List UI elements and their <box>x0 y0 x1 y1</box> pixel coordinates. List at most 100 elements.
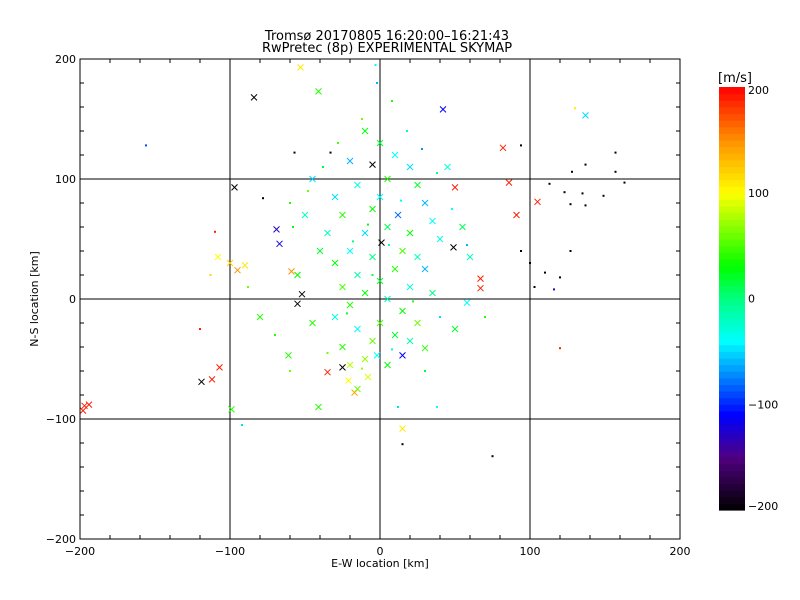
x-tick-label: 0 <box>377 545 384 558</box>
data-point-cross <box>216 364 223 371</box>
data-point-cross <box>361 229 369 237</box>
cross-stroke <box>241 262 249 269</box>
data-point-cross <box>399 307 406 315</box>
data-point-cross <box>499 144 507 152</box>
cross-stroke <box>376 139 384 147</box>
cross-stroke <box>226 259 234 267</box>
data-point-cross <box>450 244 457 251</box>
cross-stroke <box>81 402 88 410</box>
cross-stroke <box>505 179 513 186</box>
data-point-dot <box>329 151 332 154</box>
colorbar-segment <box>719 443 745 452</box>
data-point-cross <box>414 253 421 261</box>
data-point-cross <box>346 247 354 255</box>
cross-stroke <box>477 275 484 282</box>
data-point-cross <box>241 262 249 269</box>
data-point-cross <box>477 275 484 282</box>
colorbar-segment <box>719 463 745 471</box>
x-tick-label: 200 <box>670 545 691 558</box>
cross-stroke <box>361 229 369 237</box>
colorbar-segment <box>719 371 745 379</box>
data-point-cross <box>376 319 384 327</box>
cross-stroke <box>316 247 324 255</box>
data-point-cross <box>513 211 520 219</box>
data-point-cross <box>376 193 384 201</box>
cross-stroke <box>361 289 369 297</box>
cross-stroke <box>369 205 376 213</box>
cross-stroke <box>399 247 406 255</box>
cross-stroke <box>250 94 258 101</box>
data-point-cross <box>294 300 301 308</box>
colorbar-segment <box>719 324 745 333</box>
colorbar-segment <box>719 357 745 366</box>
cross-stroke <box>361 127 369 135</box>
data-point-cross <box>399 247 406 255</box>
cross-stroke <box>231 184 238 191</box>
data-point-dot <box>367 223 369 226</box>
cross-stroke <box>214 253 222 261</box>
data-point-cross <box>421 344 429 352</box>
data-point-cross <box>361 127 369 135</box>
colorbar-segment <box>719 298 745 306</box>
colorbar-segment <box>719 239 745 247</box>
data-point-cross <box>354 325 361 333</box>
cross-stroke <box>450 244 457 251</box>
colorbar-segment <box>719 496 745 504</box>
cross-stroke <box>339 343 346 351</box>
data-point-cross <box>439 106 447 113</box>
cross-stroke <box>463 299 471 306</box>
colorbar-segment <box>719 172 745 181</box>
colorbar-segment <box>719 476 745 485</box>
data-point-dot <box>262 197 264 200</box>
data-point-cross <box>429 217 436 225</box>
data-point-dot <box>289 202 291 204</box>
cross-stroke <box>399 425 406 432</box>
data-point-cross <box>534 198 541 206</box>
colorbar-segment <box>719 252 745 260</box>
data-point-cross <box>288 268 295 275</box>
data-point-dot <box>352 240 354 243</box>
data-point-cross <box>459 223 466 231</box>
data-point-cross <box>384 175 391 183</box>
colorbar-segment <box>719 126 745 134</box>
data-point-cross <box>324 229 331 237</box>
colorbar-segment <box>719 258 745 267</box>
y-tick-label: 200 <box>55 53 76 66</box>
cross-stroke <box>406 283 414 291</box>
x-tick-label: −100 <box>215 545 245 558</box>
colorbar-segment <box>719 106 745 115</box>
cross-stroke <box>582 112 589 119</box>
data-point-cross <box>414 181 421 189</box>
colorbar-segment <box>719 490 745 498</box>
cross-stroke <box>364 373 372 381</box>
data-point-cross <box>369 253 376 261</box>
cross-stroke <box>451 325 459 333</box>
data-point-dot <box>484 316 486 318</box>
cross-stroke <box>298 290 306 298</box>
x-tick-label: −200 <box>65 545 95 558</box>
data-point-dot <box>397 406 399 408</box>
data-point-dot <box>274 334 276 336</box>
data-point-cross <box>231 184 238 191</box>
data-point-cross <box>345 377 352 384</box>
cross-stroke <box>369 337 376 345</box>
data-point-cross <box>285 352 292 359</box>
data-point-dot <box>326 352 329 354</box>
colorbar-segment <box>719 93 745 101</box>
cross-stroke <box>361 355 369 363</box>
data-point-dot <box>602 194 605 197</box>
data-point-cross <box>309 319 316 327</box>
data-point-dot <box>322 166 324 168</box>
cross-stroke <box>324 229 331 237</box>
cross-stroke <box>391 151 399 159</box>
colorbar-segment <box>719 278 745 286</box>
data-point-cross <box>276 240 283 248</box>
colorbar-tick-label: −200 <box>748 500 778 513</box>
data-point-cross <box>364 373 372 381</box>
colorbar-segment <box>719 133 745 141</box>
data-point-dot <box>346 312 348 315</box>
colorbar-segment <box>719 437 745 445</box>
cross-stroke <box>394 211 402 219</box>
colorbar-segment <box>719 351 745 359</box>
colorbar-segment <box>719 245 745 253</box>
